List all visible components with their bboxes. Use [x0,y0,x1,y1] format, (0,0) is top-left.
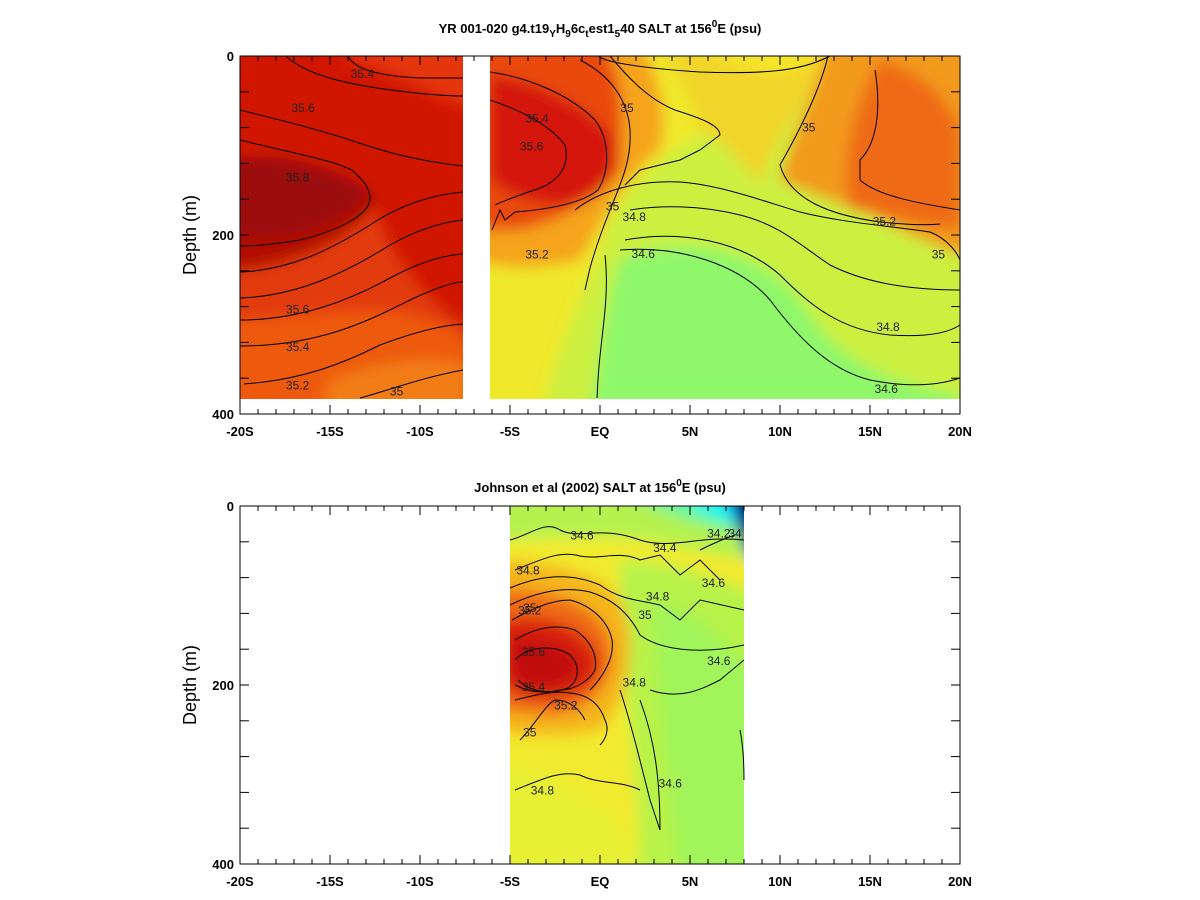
contour-label: 34 [728,527,742,541]
contour-label: 34.6 [707,654,731,668]
contour-label: 34.6 [570,529,594,543]
contour-label: 35.2 [873,215,897,229]
contour-label: 35.4 [286,340,310,354]
panel-top-ylabel: Depth (m) [180,195,200,275]
x-tick-label: 10N [768,874,792,889]
x-tick-label: -5S [500,874,521,889]
contour-label: 35 [390,385,404,399]
contour-label: 35 [932,248,946,262]
panel-top-title-text: 6c [571,21,585,36]
panel-bottom-title-text: E (psu) [682,480,726,495]
x-tick-label: -15S [316,874,344,889]
x-tick-label: -20S [226,874,254,889]
panel-bottom-x-tick-labels: -20S -15S -10S -5S EQ 5N 10N 15N 20N [226,874,972,889]
x-tick-label: EQ [591,424,610,439]
x-tick-label: -10S [406,874,434,889]
contour-label: 34.6 [659,776,683,790]
x-tick-label: 15N [858,874,882,889]
x-tick-label: 5N [682,424,699,439]
panel-bottom-y-tick-labels: 0 200 400 [212,499,234,872]
contour-label: 35 [606,199,620,213]
x-tick-label: -5S [500,424,521,439]
y-tick-label: 400 [212,407,234,422]
contour-label: 34.4 [653,541,677,555]
x-tick-label: -10S [406,424,434,439]
x-tick-label: 15N [858,424,882,439]
panel-top-ticks [239,55,961,415]
x-tick-label: 20N [948,424,972,439]
x-tick-label: -15S [316,424,344,439]
panel-bottom-contour-labels: 34.634.434.23434.834.63535.234.83535.634… [516,527,742,798]
contour-label: 34.8 [876,320,900,334]
contour-label: 34.8 [531,784,555,798]
contour-label: 35.4 [522,680,546,694]
panel-bottom-ticks [239,505,961,865]
x-tick-label: 5N [682,874,699,889]
contour-label: 35.4 [351,67,375,81]
contour-label: 35 [638,608,652,622]
panel-top-title-superscript: 0 [712,19,718,30]
panel-top-y-tick-labels: 0 200 400 [212,49,234,422]
panel-top-title-subscript: 5 [615,29,621,40]
panel-top-title-subscript: t [585,29,589,40]
panel-bottom-title: Johnson et al (2002) SALT at 1560E (psu) [474,478,726,495]
panel-top-title: YR 001-020 g4.t19YH96ctest1540 SALT at 1… [439,19,762,40]
panel-bottom: Johnson et al (2002) SALT at 1560E (psu) [180,478,972,889]
panel-bottom-contours [509,526,745,831]
contour-label: 34.6 [875,382,899,396]
contour-label: 35 [523,601,537,615]
panel-bottom-heatmap: 34.634.434.23434.834.63535.234.83535.634… [509,506,745,864]
contour-label: 35.6 [286,302,310,316]
panel-top-contour-labels: 35.4 35.6 35.8 35.6 35.4 35.2 35 35.4 35.6 35.2 35… [286,67,945,399]
y-tick-label: 0 [227,499,234,514]
contour-label: 35.2 [518,604,542,618]
panel-bottom-title-superscript: 0 [676,478,682,489]
panel-top-title-text: E (psu) [717,21,761,36]
panel-top-title-text: H [556,21,565,36]
y-tick-label: 200 [212,678,234,693]
x-tick-label: -20S [226,424,254,439]
contour-label: 34.8 [646,589,670,603]
contour-label: 34.6 [632,247,656,261]
panel-top-contours [239,55,961,399]
contour-label: 35.6 [522,645,546,659]
contour-label: 35.2 [286,378,310,392]
y-tick-label: 200 [212,228,234,243]
contour-label: 34.2 [707,527,731,541]
panel-top-x-tick-labels: -20S -15S -10S -5S EQ 5N 10N 15N 20N [226,424,972,439]
panel-top-heatmap: 35.4 35.6 35.8 35.6 35.4 35.2 35 35.4 35.6 35.2 35… [239,55,961,399]
panel-top-title-text: YR 001-020 g4.t19 [439,21,550,36]
contour-label: 35 [620,101,634,115]
y-tick-label: 0 [227,49,234,64]
panel-top-title-subscript: 9 [565,29,571,40]
contour-label: 34.8 [623,675,647,689]
contour-label: 35.8 [286,171,310,185]
panel-bottom-ylabel: Depth (m) [180,645,200,725]
x-tick-label: 20N [948,874,972,889]
contour-label: 35.6 [520,139,544,153]
x-tick-label: 10N [768,424,792,439]
panel-top-title-text: est1 [589,21,615,36]
contour-label: 35.2 [525,248,549,262]
panel-top: YR 001-020 g4.t19YH96ctest1540 SALT at 1… [180,19,972,439]
contour-label: 35 [802,121,816,135]
contour-label: 35.6 [291,101,315,115]
panel-top-title-subscript: Y [549,29,556,40]
panel-bottom-title-text: Johnson et al (2002) SALT at 156 [474,480,676,495]
contour-label: 34.8 [516,563,540,577]
y-tick-label: 400 [212,857,234,872]
contour-label: 34.8 [623,210,647,224]
contour-label: 34.6 [702,576,726,590]
contour-label: 35.4 [525,112,549,126]
panel-top-title-text: 40 SALT at 156 [620,21,712,36]
x-tick-label: EQ [591,874,610,889]
contour-label: 35 [523,725,537,739]
contour-label: 35.2 [554,699,578,713]
